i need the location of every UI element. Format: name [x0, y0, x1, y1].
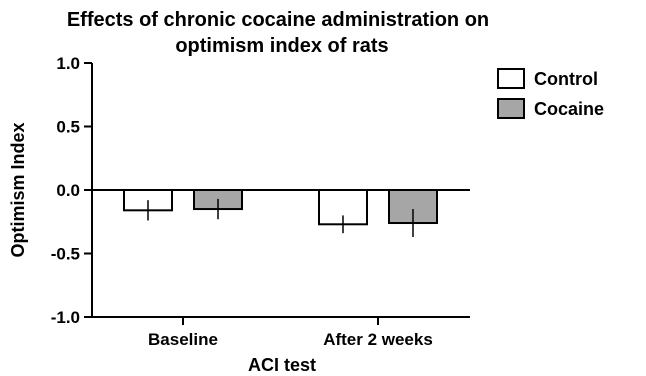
legend-swatch-control	[497, 68, 525, 89]
bars	[123, 189, 438, 237]
chart-title-line-1: Effects of chronic cocaine administratio…	[67, 9, 489, 31]
legend-label-cocaine: Cocaine	[534, 99, 604, 119]
y-tick-label: -0.5	[51, 245, 80, 264]
chart-title-line-2: optimism index of rats	[175, 35, 388, 57]
chart-title: Effects of chronic cocaine administratio…	[67, 9, 489, 57]
x-tick-label: After 2 weeks	[323, 330, 433, 349]
legend-label-control: Control	[534, 69, 598, 89]
y-tick-label: 1.0	[56, 54, 80, 73]
y-tick-label: -1.0	[51, 308, 80, 327]
y-tick-label: 0.5	[56, 118, 80, 137]
y-axis-label: Optimism Index	[8, 122, 28, 257]
legend-swatch-cocaine	[497, 98, 525, 119]
y-axis: 1.0 0.5 0.0 -0.5 -1.0	[51, 54, 93, 327]
x-tick-label: Baseline	[148, 330, 218, 349]
y-tick-label: 0.0	[56, 181, 80, 200]
legend: Control Cocaine	[497, 68, 604, 119]
x-axis-label: ACI test	[248, 355, 316, 375]
